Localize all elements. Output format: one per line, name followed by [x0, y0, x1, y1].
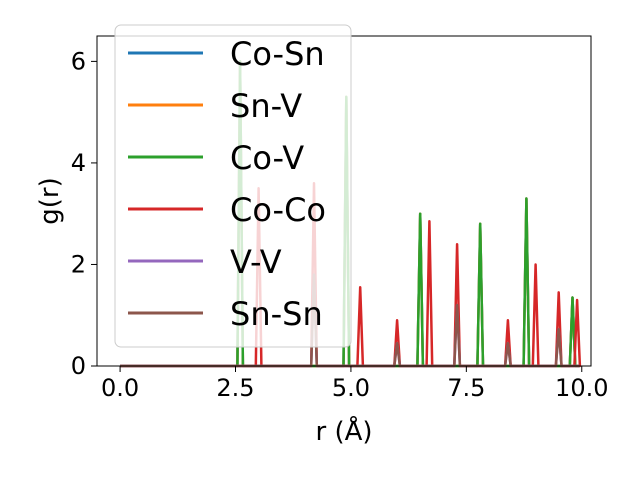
- x-tick-label: 0.0: [101, 374, 139, 402]
- legend-label-sn-v: Sn-V: [230, 87, 302, 125]
- x-tick-label: 2.5: [216, 374, 254, 402]
- axis-ticks: 0.0 2.5 5.0 7.5 10.0 0 2 4 6: [71, 47, 609, 402]
- legend: Co-Sn Sn-V Co-V Co-Co V-V Sn-Sn: [114, 24, 352, 348]
- y-tick-label: 4: [71, 149, 86, 177]
- x-tick-label: 5.0: [332, 374, 370, 402]
- legend-label-v-v: V-V: [230, 243, 282, 281]
- y-tick-label: 6: [71, 47, 86, 75]
- x-tick-label: 7.5: [447, 374, 485, 402]
- y-tick-label: 0: [71, 352, 86, 380]
- x-tick-label: 10.0: [555, 374, 608, 402]
- legend-label-co-co: Co-Co: [230, 191, 326, 229]
- legend-label-co-v: Co-V: [230, 139, 304, 177]
- legend-label-sn-sn: Sn-Sn: [230, 295, 323, 333]
- y-tick-label: 2: [71, 250, 86, 278]
- legend-label-co-sn: Co-Sn: [230, 35, 325, 73]
- y-axis-label: g(r): [35, 177, 65, 224]
- x-axis-label: r (Å): [315, 415, 372, 447]
